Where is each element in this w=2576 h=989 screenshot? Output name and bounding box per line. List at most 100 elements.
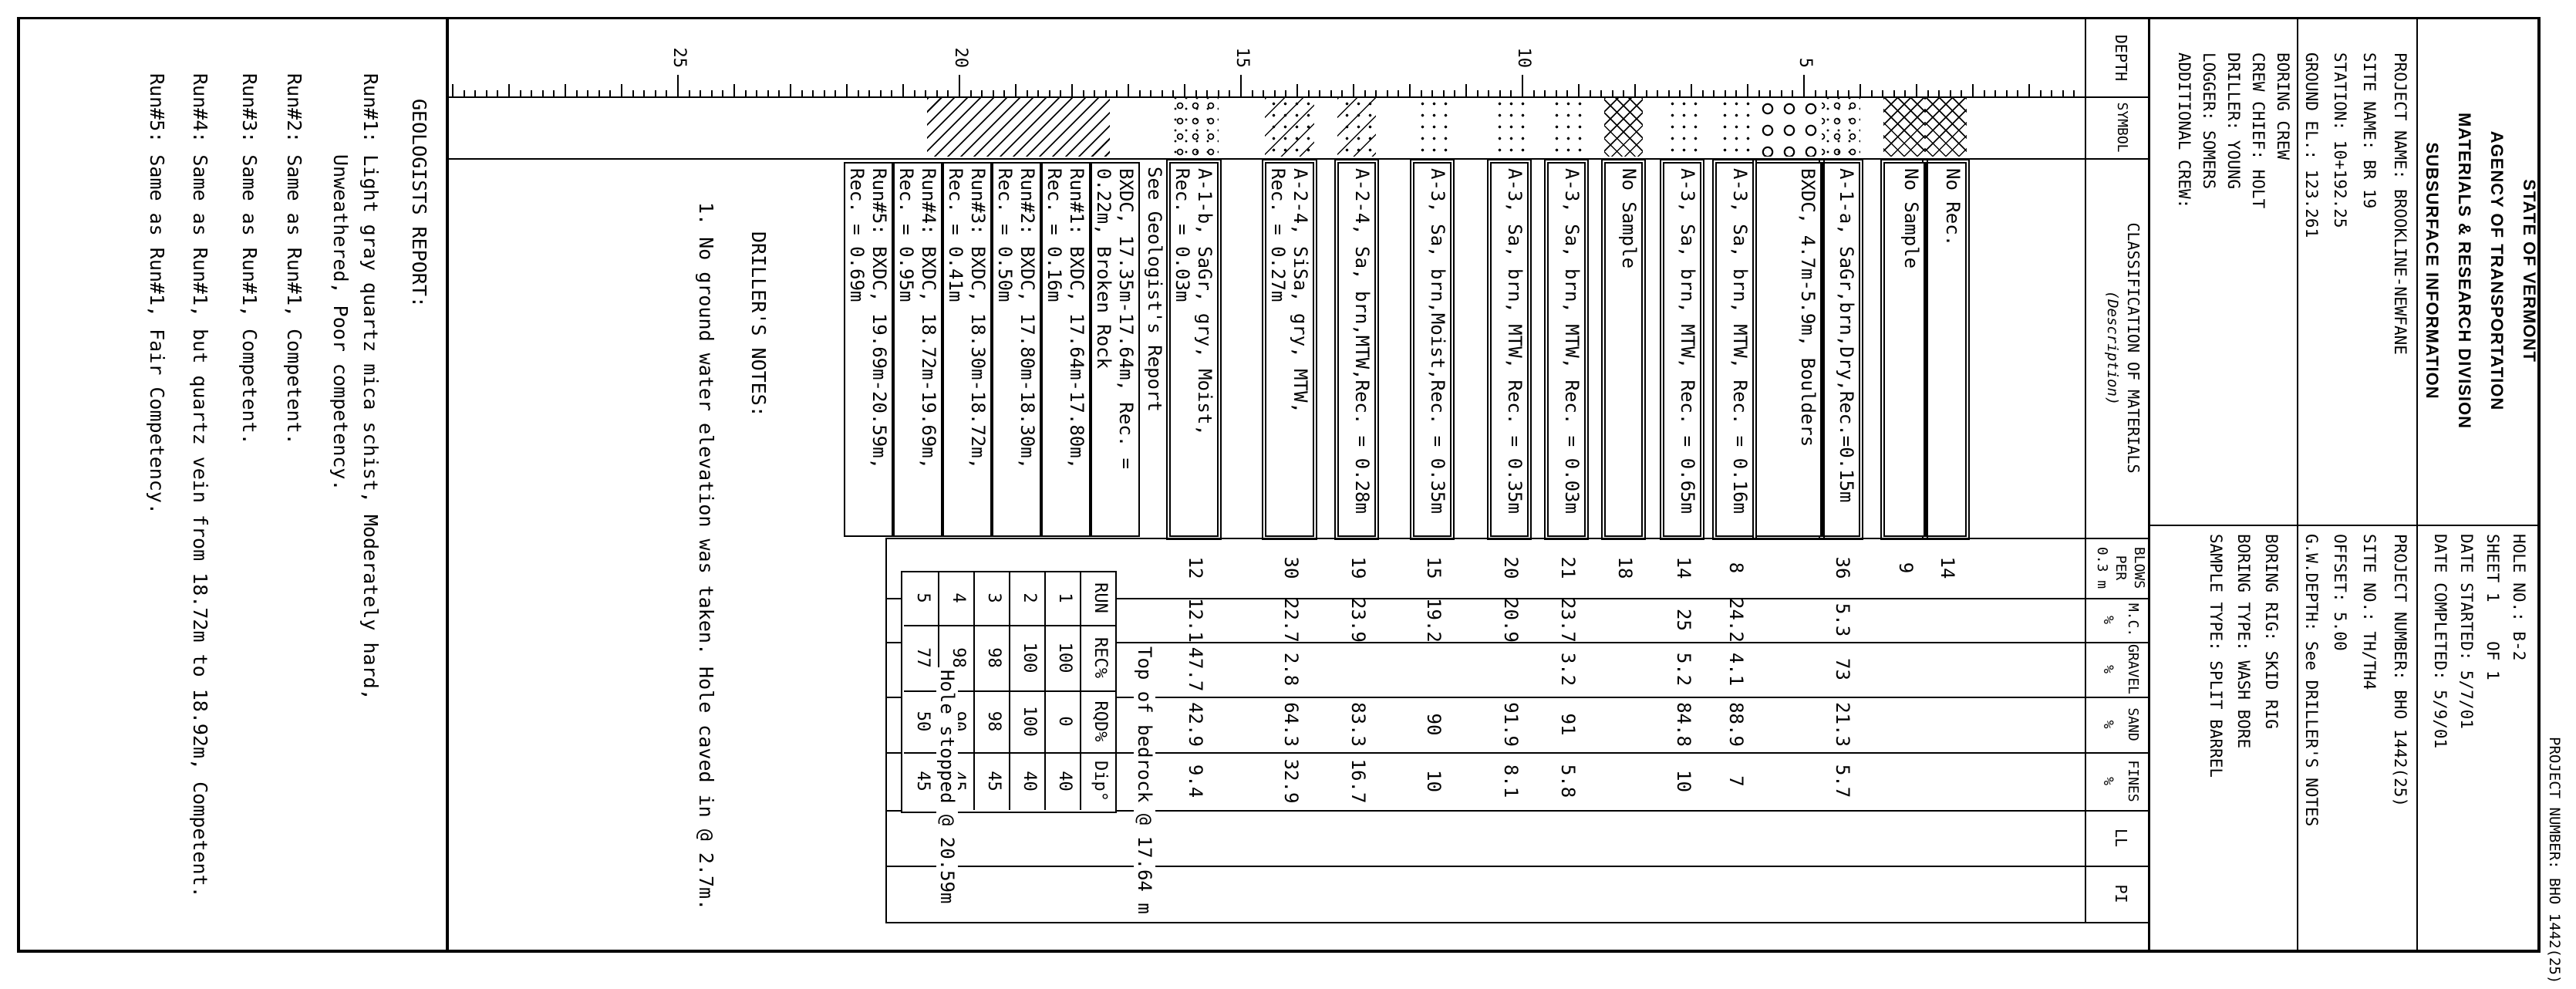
depth-tick [1645, 90, 1647, 96]
classification-entry: A-3, Sa, brn, MTW, Rec. = 0.03m [1547, 162, 1586, 537]
depth-tick [497, 90, 499, 96]
depth-tick [981, 90, 983, 96]
blows-value: 19 [1347, 556, 1369, 579]
geologist-report-header: GEOLOGISTS REPORT: [408, 99, 430, 308]
depth-tick [1307, 90, 1310, 96]
depth-tick [1296, 84, 1298, 96]
sand-value: 64.3 [1280, 702, 1302, 747]
rqd-percent: 0 [1055, 716, 1074, 727]
hole-info-line: HOLE NO.: B-2 [2510, 534, 2528, 661]
depth-tick [1848, 90, 1850, 96]
depth-tick [1860, 84, 1861, 96]
depth-tick [632, 90, 634, 96]
depth-tick [666, 90, 668, 96]
depth-tick [1578, 84, 1580, 96]
depth-tick [936, 90, 938, 96]
blows-value: 14 [1937, 556, 1958, 579]
depth-tick [959, 75, 960, 96]
project-info-line: PROJECT NAME: BROOKLINE-NEWFANE [2391, 52, 2409, 355]
depth-tick [463, 90, 465, 96]
margin-project-number: PROJECT NUMBER: BHO 1442(25) [2546, 737, 2563, 984]
column-header-gravel: GRAVEL [2125, 643, 2141, 695]
sheet-border-left [17, 17, 2541, 19]
depth-tick [1026, 90, 1028, 96]
rig-info-line: BORING RIG: SKID RIG [2262, 534, 2281, 729]
stratum-symbol-x [1883, 98, 1925, 157]
fines-value: 8.1 [1500, 764, 1522, 798]
depth-tick [1128, 84, 1129, 96]
geologist-report-line: Run#5: Same as Run#1, Fair Competency. [146, 73, 168, 515]
depth-tick [1037, 90, 1040, 96]
depth-tick [541, 90, 544, 96]
depth-tick [1015, 84, 1017, 96]
classification-entry: Run#5: BXDC, 19.69m-20.59m, Rec. = 0.69m [844, 162, 893, 537]
depth-tick [1229, 90, 1231, 96]
column-header-symbol: SYMBOL [2114, 102, 2130, 153]
depth-tick [654, 90, 656, 96]
depth-tick [1206, 90, 1209, 96]
depth-tick [643, 90, 646, 96]
rec-percent: 77 [913, 647, 932, 668]
moisture-value: 5.3 [1832, 603, 1853, 637]
depth-tick [1150, 90, 1152, 96]
blows-value: 30 [1280, 556, 1302, 579]
depth-tick [575, 90, 578, 96]
moisture-value: 12.1 [1185, 598, 1206, 643]
fines-value: 10 [1423, 770, 1445, 792]
stratum-symbol-gravel [1822, 98, 1860, 157]
classification-entry: Run#4: BXDC, 18.72m-19.69m, Rec. = 0.95m [893, 162, 942, 537]
sand-value: 90 [1423, 713, 1445, 736]
dip-degrees: 40 [1055, 771, 1074, 792]
depth-tick [1510, 90, 1512, 96]
depth-tick [756, 90, 758, 96]
depth-tick [812, 90, 814, 96]
depth-tick [1792, 90, 1794, 96]
depth-tick [1082, 90, 1084, 96]
depth-tick [1916, 84, 1917, 96]
depth-tick [1172, 90, 1175, 96]
column-header-ll: LL [2112, 828, 2130, 848]
depth-tick [1353, 84, 1354, 96]
depth-tick [733, 84, 735, 96]
stratum-symbol-rock [927, 98, 1110, 157]
depth-label: 10 [1514, 47, 1533, 69]
column-header-sand: SAND [2125, 707, 2141, 741]
title-line: MATERIALS & RESEARCH DIVISION [2455, 113, 2474, 429]
project-number-line: PROJECT NUMBER: BHO 1442(25) [2391, 534, 2409, 808]
depth-tick [2039, 90, 2042, 96]
classification-entry: Run#3: BXDC, 18.30m-18.72m, Rec. = 0.41m [942, 162, 992, 537]
rqd-percent: 98 [984, 711, 1003, 732]
header-cell-separator [2150, 525, 2418, 526]
depth-tick [1060, 90, 1062, 96]
blows-value: 12 [1185, 556, 1206, 579]
geologist-report-line: Run#3: Same as Run#1, Competent. [238, 73, 261, 445]
depth-tick [879, 90, 882, 96]
project-info-line: GROUND EL.: 123.261 [2302, 52, 2321, 238]
depth-tick [1195, 90, 1197, 96]
depth-tick [1454, 90, 1456, 96]
depth-tick [1983, 90, 1985, 96]
stratum-symbol-dots [1715, 98, 1754, 157]
run-table-header: RQD% [1091, 700, 1110, 742]
gravel-value: 3.2 [1557, 652, 1579, 687]
column-header-mc-pct: % [2100, 616, 2116, 624]
sheet-border-bottom [17, 17, 20, 953]
depth-tick [1893, 90, 1895, 96]
depth-tick [1713, 90, 1715, 96]
depth-tick [587, 90, 589, 96]
depth-tick [485, 90, 487, 96]
depth-tick [565, 84, 566, 96]
run-table-header: Dip° [1091, 761, 1110, 802]
sheet-border-right [17, 950, 2541, 953]
column-header-sand-pct: % [2100, 720, 2116, 729]
classification-entry: No Sample [1604, 162, 1643, 537]
run-number: 3 [984, 592, 1003, 603]
column-header-blows-3: 0.3 m [2094, 546, 2110, 589]
crew-info-line: DRILLER: YOUNG [2224, 52, 2243, 190]
depth-tick [700, 90, 702, 96]
run-table-header: REC% [1091, 637, 1110, 678]
sand-value: 91 [1557, 713, 1579, 736]
blows-value: 15 [1423, 556, 1445, 579]
hole-info-line: DATE COMPLETED: 5/9/01 [2431, 534, 2450, 749]
